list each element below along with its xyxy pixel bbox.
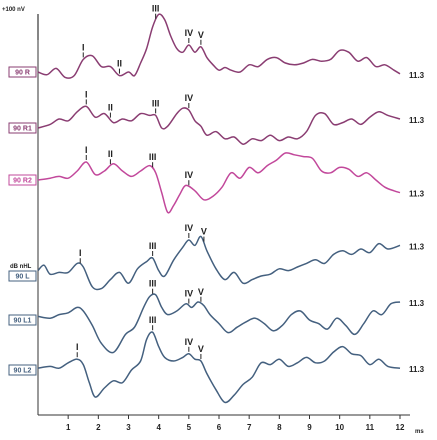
peak-label: V (201, 227, 207, 237)
peak-label: IV (185, 93, 194, 103)
end-value-label: 11.3 (409, 71, 425, 80)
peak-label: IV (185, 337, 194, 347)
x-tick-label: 9 (307, 423, 312, 432)
end-value-label: 11.3 (409, 299, 425, 308)
x-tick-label: 7 (247, 423, 252, 432)
x-tick-label: 3 (126, 423, 131, 432)
x-tick-label: 2 (96, 423, 101, 432)
channel-label: 90 R2 (13, 178, 32, 185)
waveform-line (37, 293, 401, 354)
channel-label-box (8, 122, 37, 134)
x-tick-group: 1 2 3 4 5 6 7 8 9 10 11 12 (66, 415, 405, 432)
x-axis-label: ms (415, 429, 424, 435)
waveform-line (37, 152, 401, 214)
peak-label: II (117, 59, 122, 69)
peak-label: I (82, 42, 85, 52)
x-tick-label: 6 (217, 423, 222, 432)
peak-label: II (108, 149, 113, 159)
end-value-label: 11.3 (409, 190, 425, 199)
peak-label: I (79, 248, 82, 258)
peak-label: IV (185, 289, 194, 299)
peak-label: IV (185, 170, 194, 180)
end-value-label: 11.3 (409, 242, 425, 251)
x-tick-label: 8 (277, 423, 282, 432)
x-tick-label: 11 (366, 423, 375, 432)
peak-label: I (76, 342, 79, 352)
channel-label-box (8, 364, 37, 376)
channel-label-box (8, 270, 37, 282)
channel-label-box (8, 66, 37, 78)
peak-label: II (108, 103, 113, 113)
channel-label: 90 L2 (14, 368, 32, 375)
x-tick-label: 1 (66, 423, 71, 432)
channel-label: 90 R1 (13, 126, 32, 133)
channel-label: 90 L1 (14, 318, 32, 325)
channel-label-box (8, 174, 37, 186)
peak-label: IV (185, 28, 194, 38)
end-value-label: 11.3 (409, 116, 425, 125)
peak-label: V (198, 30, 204, 40)
peak-label: V (198, 344, 204, 354)
waveform-line (37, 105, 401, 145)
x-tick-label: 5 (187, 423, 192, 432)
channel-label: 90 L (15, 274, 30, 281)
x-tick-label: 12 (396, 423, 405, 432)
peak-label: I (85, 145, 88, 155)
y-axis-label: dB nHL (10, 264, 32, 270)
peak-label: III (149, 279, 157, 289)
peak-label: III (149, 315, 157, 325)
end-value-label: 11.3 (409, 365, 425, 374)
waveform-line (37, 331, 401, 404)
peak-label: III (152, 4, 160, 14)
waveform-line (37, 13, 401, 79)
peak-label: V (198, 287, 204, 297)
scale-label: +100 nV (2, 7, 25, 13)
peak-label: III (152, 98, 160, 108)
peak-label: IV (185, 223, 194, 233)
channel-label: 90 R (15, 70, 30, 77)
peak-label: III (149, 152, 157, 162)
peak-label: I (85, 89, 88, 99)
waveform-line (37, 235, 401, 291)
peak-label: III (149, 241, 157, 251)
x-tick-label: 4 (156, 423, 161, 432)
channel-label-box (8, 314, 37, 326)
x-tick-label: 10 (335, 423, 344, 432)
